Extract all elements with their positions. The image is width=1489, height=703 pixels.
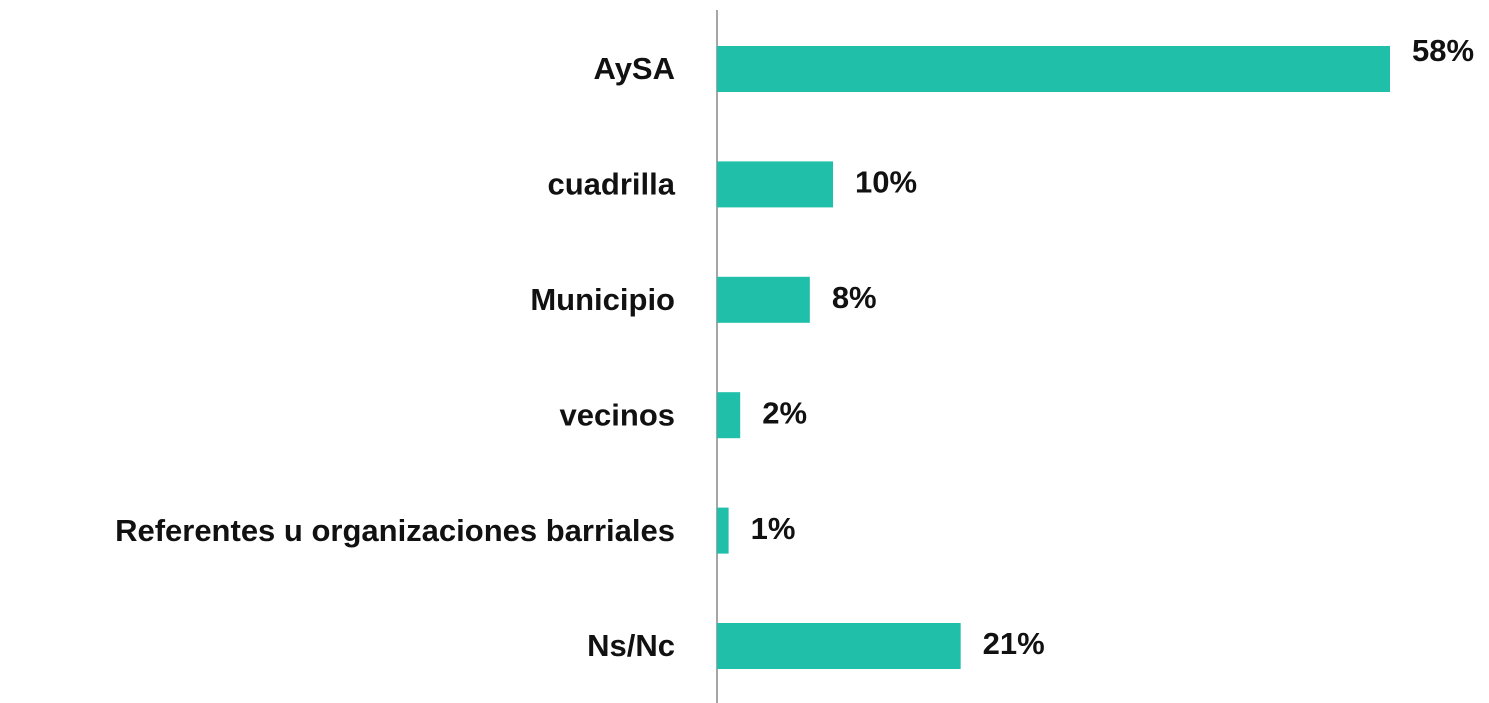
bar [717, 623, 961, 669]
category-label: cuadrilla [548, 167, 676, 202]
category-label: Municipio [530, 282, 675, 317]
value-label: 21% [983, 626, 1045, 661]
category-label: vecinos [560, 397, 675, 432]
bar [717, 507, 729, 554]
value-label: 58% [1412, 33, 1474, 68]
category-label: Ns/Nc [587, 628, 675, 663]
value-label: 1% [751, 511, 796, 546]
bar [717, 276, 810, 323]
value-label: 2% [762, 395, 807, 430]
category-label: Referentes u organizaciones barriales [115, 513, 675, 548]
bar [717, 161, 834, 208]
category-label: AySA [593, 51, 675, 86]
bar [717, 46, 1390, 92]
bar [717, 392, 741, 439]
value-label: 10% [855, 165, 917, 200]
value-label: 8% [832, 280, 877, 315]
